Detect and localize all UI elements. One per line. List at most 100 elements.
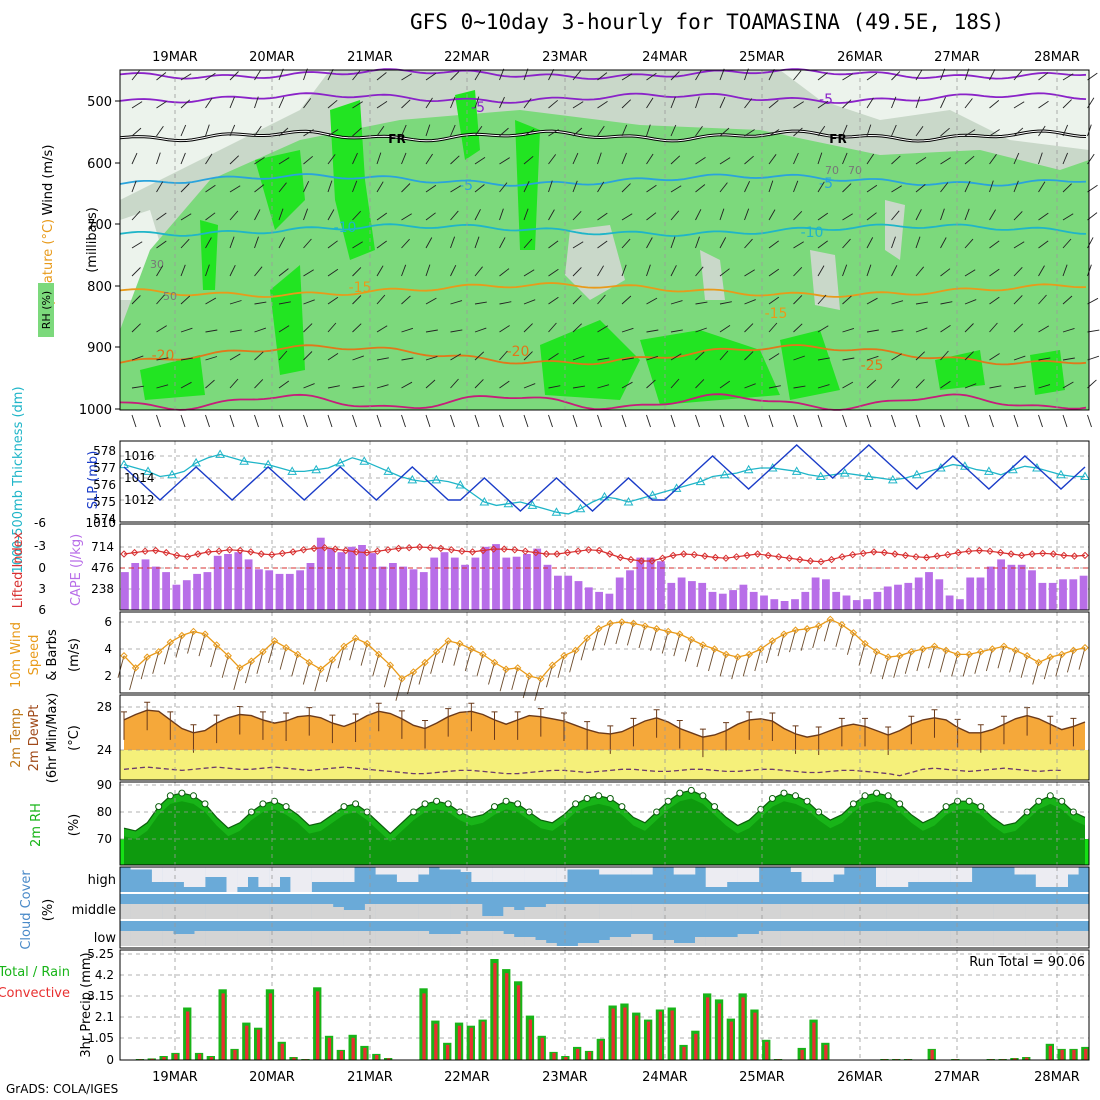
rh2m-markers: [155, 786, 1077, 816]
cape-bar: [935, 579, 944, 610]
cloud-cell: [524, 937, 536, 946]
ylabel-wind10-units: (m/s): [67, 638, 82, 672]
li-tick: -6: [34, 516, 46, 530]
cloud-cell: [897, 931, 909, 946]
precip-convective-bar: [422, 993, 426, 1060]
wind-barb: [719, 68, 725, 81]
cloud-cell: [1025, 931, 1036, 946]
wind-speed-point: [155, 647, 163, 656]
wind-barb: [744, 155, 754, 165]
wind-barb: [989, 353, 1000, 361]
cloud-cell: [641, 867, 653, 875]
wind-barb: [572, 385, 585, 389]
cloud-cell: [822, 867, 834, 882]
cloud-cell: [215, 904, 227, 919]
cloud-cell: [333, 907, 344, 919]
rh2m-point: [340, 803, 348, 811]
wind-barb: [696, 644, 704, 668]
wind-barb: [425, 355, 438, 361]
wind-barb: [395, 678, 403, 701]
slp-line: [123, 444, 1086, 512]
ylabel-temp-units: (°C): [67, 725, 82, 751]
cape-bar: [1069, 579, 1078, 610]
cape-bar: [224, 554, 232, 610]
wind-barb: [646, 297, 658, 305]
wind-barb: [670, 96, 676, 109]
lifted-index-point: [151, 546, 160, 555]
lifted-index-point: [859, 549, 867, 558]
wind-barb: [744, 98, 753, 109]
cape-bar: [966, 577, 975, 610]
wind-barb: [376, 384, 389, 389]
cape-bars: [121, 537, 1088, 610]
wind-barb: [1062, 213, 1074, 221]
cloud-cell: [812, 904, 823, 919]
wind-speed-point: [733, 653, 742, 661]
precip-convective-bar: [800, 1049, 804, 1060]
cloud-cell: [1003, 904, 1015, 919]
wind-barb: [812, 625, 820, 649]
wind-speed-point: [606, 619, 614, 628]
cloud-cell: [460, 867, 472, 872]
wind-barb: [303, 238, 312, 249]
wind-barb: [450, 378, 459, 389]
lifted-index-point: [1028, 550, 1036, 558]
wind-barb: [523, 181, 530, 193]
cloud-cell: [737, 934, 749, 946]
lifted-index-point: [553, 550, 561, 558]
lifted-index-point: [701, 552, 709, 560]
wind-barb: [254, 327, 267, 333]
cloud-cell: [1057, 904, 1068, 919]
precip-convective-bar: [623, 1007, 627, 1060]
lifted-index-point: [532, 548, 540, 557]
lifted-index-point: [764, 551, 772, 560]
cloud-cell: [375, 867, 387, 875]
wind-barb: [327, 129, 339, 137]
wind-barb: [817, 72, 828, 81]
rh-bright-blob: [140, 355, 205, 400]
wind-barb: [891, 378, 900, 389]
lifted-index-point: [870, 548, 878, 556]
cape-bar: [1079, 575, 1088, 610]
temp-minmax-bar: [653, 709, 660, 738]
wind-barb: [425, 379, 436, 389]
wind-barb: [401, 295, 411, 305]
wind-speed-point: [641, 622, 649, 630]
cape-bar: [822, 579, 830, 610]
cape-bar: [296, 570, 304, 610]
thickness-point: [887, 474, 898, 484]
wind-barb: [476, 654, 484, 677]
wind-barb: [768, 296, 780, 305]
wind-barb: [1013, 323, 1024, 333]
wind-barb: [278, 208, 284, 221]
precip-convective-bar: [706, 997, 710, 1060]
wind-barb: [401, 213, 412, 221]
ylabel-temp2m: 2m Temp: [9, 708, 24, 768]
wind-barb: [817, 357, 830, 361]
temp-minmax-bar: [514, 711, 521, 740]
wind-barb: [765, 640, 773, 664]
contour-label: -10: [801, 225, 824, 241]
cloud-cell: [790, 867, 802, 872]
wind-tick: 4: [104, 642, 112, 656]
cloud-cell: [961, 867, 973, 882]
temp-contour-20: [119, 344, 1087, 366]
lifted-index-point: [838, 553, 846, 561]
cape-bar: [1017, 564, 1026, 610]
precip-convective-bar: [741, 997, 745, 1060]
cloud-cell: [748, 934, 760, 946]
wind-barb: [425, 297, 437, 305]
wind-barb: [303, 129, 314, 137]
li-tick: 6: [38, 603, 46, 617]
wind-barb: [548, 240, 559, 249]
cape-bar: [667, 582, 676, 610]
wind-barb: [989, 385, 1002, 389]
wind-barb: [695, 209, 702, 221]
cloud-cell: [418, 904, 430, 919]
wind-barb: [303, 351, 313, 361]
rh-contour-label: 50: [163, 290, 177, 303]
date-label-bottom: 22MAR: [444, 1070, 490, 1085]
cape-bar: [347, 546, 356, 610]
cloud-cell: [939, 867, 951, 882]
wind-barb: [646, 379, 656, 389]
